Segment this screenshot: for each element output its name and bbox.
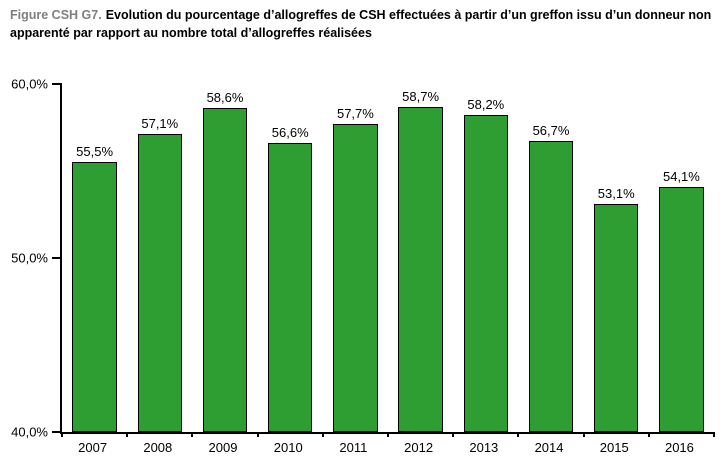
- x-axis-label: 2010: [273, 440, 303, 455]
- y-axis-tick-label: 50,0%: [11, 250, 48, 266]
- x-axis-tick: [126, 432, 129, 437]
- bar-value-label: 53,1%: [597, 186, 635, 202]
- x-axis-tick: [517, 432, 520, 437]
- bar-column: 55,5%: [62, 84, 127, 432]
- x-axis-label: 2013: [469, 440, 499, 455]
- bar-value-label: 56,6%: [271, 125, 309, 141]
- x-axis-label: 2011: [339, 440, 368, 455]
- x-axis-tick: [713, 432, 715, 437]
- bar-column: 57,7%: [323, 84, 388, 432]
- bar: [333, 124, 378, 432]
- bar-column: 56,6%: [258, 84, 323, 432]
- x-axis-label: 2016: [664, 440, 694, 455]
- bar: [268, 143, 313, 432]
- bar-column: 56,7%: [518, 84, 583, 432]
- bar-column: 58,2%: [453, 84, 518, 432]
- x-axis-label: 2008: [143, 440, 173, 455]
- bar: [659, 186, 704, 432]
- x-axis-tick: [321, 432, 324, 437]
- x-axis-tick: [452, 432, 455, 437]
- x-axis-tick: [256, 432, 259, 437]
- y-axis-tick: [52, 83, 62, 85]
- x-axis-label: 2015: [599, 440, 629, 455]
- bar-value-label: 58,7%: [402, 88, 440, 104]
- bar-column: 53,1%: [584, 84, 649, 432]
- bar-chart-plot-area: 55,5% 57,1% 58,6% 56,6% 57,7% 58,7% 58,2% 56,7%…: [11, 77, 715, 440]
- x-axis-label: 2007: [78, 440, 108, 455]
- bars-container: 55,5% 57,1% 58,6% 56,6% 57,7% 58,7% 58,2% 56,7%…: [62, 84, 714, 432]
- bar: [398, 106, 443, 432]
- bar-value-label: 55,5%: [76, 144, 114, 160]
- x-axis-tick: [647, 432, 650, 437]
- y-axis-tick: [52, 431, 62, 433]
- figure-title-text: Evolution du pourcentage d’allogreffes d…: [10, 8, 712, 41]
- bar-column: 54,1%: [649, 84, 714, 432]
- bar-value-label: 58,6%: [206, 90, 244, 106]
- bar-value-label: 57,1%: [141, 116, 179, 132]
- y-axis-tick-label: 40,0%: [11, 424, 48, 440]
- figure-number: Figure CSH G7.: [10, 8, 102, 22]
- bar-column: 57,1%: [127, 84, 192, 432]
- x-axis-label: 2009: [208, 440, 238, 455]
- y-axis-tick: [52, 257, 62, 259]
- x-axis-tick: [61, 432, 63, 437]
- x-axis-label: 2014: [534, 440, 564, 455]
- x-axis-label: 2012: [404, 440, 434, 455]
- bar-column: 58,6%: [192, 84, 257, 432]
- y-axis-tick-label: 60,0%: [11, 76, 48, 92]
- bar: [528, 141, 574, 432]
- x-axis-labels: 2007 2008 2009 2010 2011 2012 2013 2014 2015 2016: [60, 440, 712, 455]
- bar-value-label: 56,7%: [532, 123, 570, 139]
- x-axis-tick: [191, 432, 194, 437]
- bar: [463, 115, 508, 432]
- bar: [594, 204, 639, 432]
- bar: [137, 134, 182, 432]
- bar-value-label: 54,1%: [662, 168, 700, 184]
- x-axis-tick: [387, 432, 389, 437]
- bar: [72, 162, 117, 432]
- x-axis-tick: [582, 432, 585, 437]
- bar-column: 58,7%: [388, 84, 453, 432]
- bar-value-label: 58,2%: [467, 97, 505, 113]
- figure-title: Figure CSH G7. Evolution du pourcentage d…: [10, 6, 718, 42]
- bar-value-label: 57,7%: [336, 106, 374, 122]
- bar: [202, 108, 248, 432]
